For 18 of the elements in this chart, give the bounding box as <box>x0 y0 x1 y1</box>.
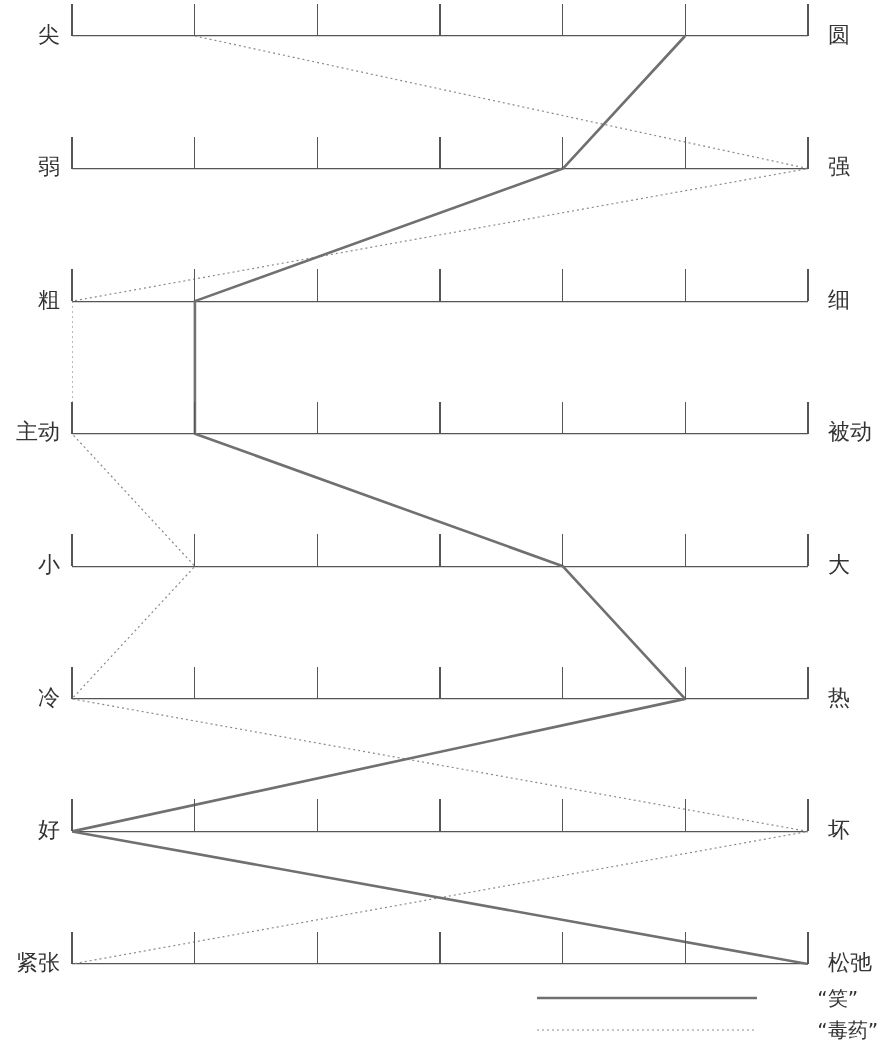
y-tick-label: 弱 <box>38 154 60 180</box>
series-label: “笑” <box>817 984 858 1012</box>
y-tick-label: 小 <box>38 552 60 577</box>
y-tick-label: 好 <box>38 817 60 843</box>
y2-tick-label: 大 <box>828 552 850 577</box>
y2-tick-label: 热 <box>828 684 850 710</box>
text: “毒药” <box>817 1016 878 1044</box>
y2-tick-label: 细 <box>828 286 850 312</box>
y2-tick-label: 坏 <box>827 817 850 843</box>
y-tick-label: 紧张 <box>16 949 60 975</box>
y2-tick-label: 松弛 <box>828 949 872 975</box>
y-tick-label: 粗 <box>38 286 60 312</box>
y-tick-label: 冷 <box>38 684 60 710</box>
y-tick-label: 主动 <box>16 419 60 445</box>
y2-tick-label: 圆 <box>828 21 850 47</box>
y-tick-label: 尖 <box>38 21 60 47</box>
y2-tick-label: 被动 <box>828 419 872 445</box>
y2-tick-label: 强 <box>828 154 850 180</box>
